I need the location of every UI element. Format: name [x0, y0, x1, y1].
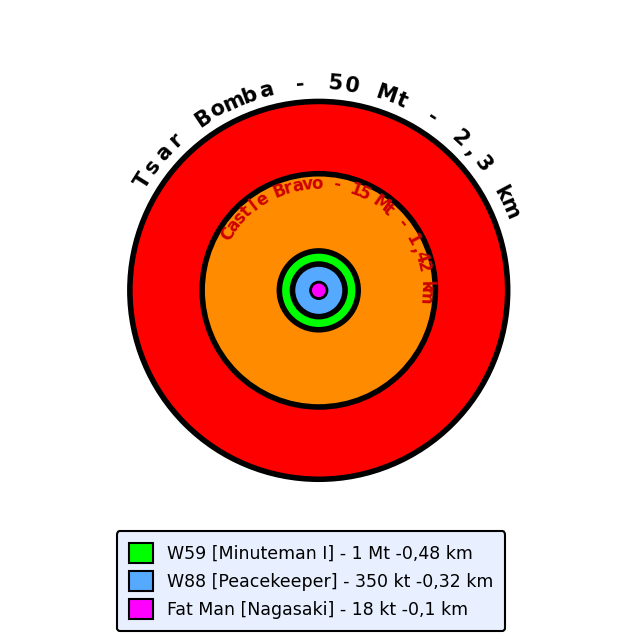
Text: s: s	[230, 209, 250, 228]
Text: v: v	[301, 175, 314, 194]
Text: s: s	[141, 156, 165, 177]
Text: 5: 5	[327, 74, 343, 95]
Circle shape	[202, 173, 435, 407]
Circle shape	[130, 101, 508, 479]
Text: B: B	[191, 106, 215, 131]
Text: 0: 0	[343, 75, 361, 97]
Text: m: m	[416, 287, 435, 305]
Text: r: r	[165, 130, 187, 151]
Text: ,: ,	[462, 141, 481, 161]
Text: o: o	[312, 175, 323, 193]
Text: k: k	[416, 280, 435, 292]
Text: l: l	[246, 196, 262, 214]
Text: t: t	[393, 90, 411, 112]
Text: t: t	[238, 202, 256, 221]
Text: r: r	[282, 178, 295, 198]
Text: b: b	[239, 83, 260, 108]
Text: -: -	[423, 106, 441, 128]
Text: 1: 1	[347, 180, 364, 200]
Text: t: t	[379, 200, 397, 219]
Text: m: m	[219, 88, 248, 115]
Circle shape	[310, 282, 327, 298]
Text: k: k	[490, 182, 514, 204]
Text: 4: 4	[410, 249, 430, 266]
Text: 5: 5	[355, 183, 373, 204]
Text: C: C	[217, 224, 239, 244]
Text: M: M	[369, 191, 393, 216]
Text: a: a	[291, 176, 305, 195]
Text: ,: ,	[407, 242, 427, 255]
Text: a: a	[223, 216, 244, 236]
Text: m: m	[496, 195, 522, 223]
Legend: W59 [Minuteman I] - 1 Mt -0,48 km, W88 [Peacekeeper] - 350 kt -0,32 km, Fat Man : W59 [Minuteman I] - 1 Mt -0,48 km, W88 […	[116, 531, 506, 631]
Text: -: -	[295, 74, 305, 95]
Text: o: o	[207, 97, 229, 122]
Circle shape	[279, 251, 358, 330]
Text: e: e	[253, 189, 272, 211]
Text: 2: 2	[413, 259, 433, 275]
Text: 2: 2	[447, 126, 471, 151]
Text: -: -	[332, 175, 341, 195]
Text: a: a	[257, 79, 275, 102]
Text: B: B	[271, 180, 289, 202]
Circle shape	[292, 264, 345, 317]
Text: 1: 1	[402, 230, 424, 249]
Text: T: T	[131, 170, 156, 192]
Text: a: a	[152, 141, 176, 165]
Text: 3: 3	[470, 152, 495, 176]
Text: -: -	[393, 215, 411, 232]
Text: M: M	[373, 82, 399, 108]
